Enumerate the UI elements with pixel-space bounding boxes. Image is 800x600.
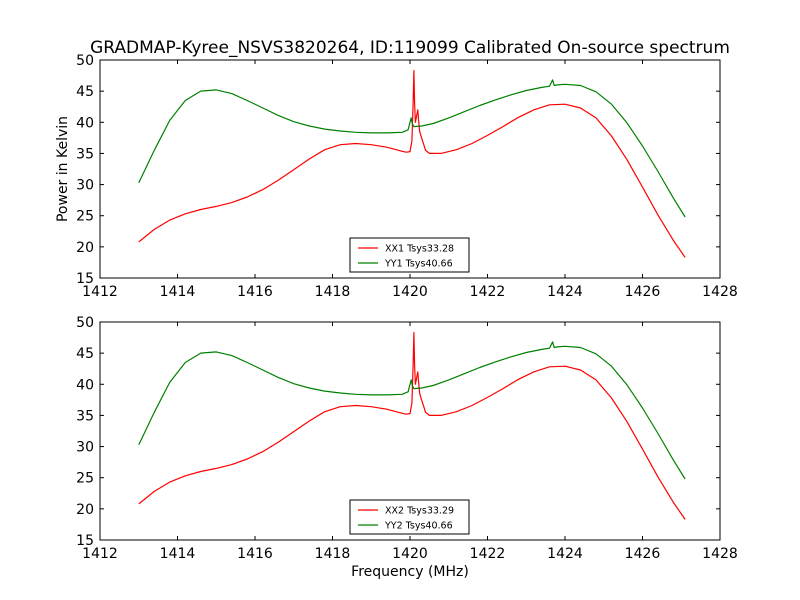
x-tick-label: 1424 (547, 284, 583, 300)
legend-entry-label: XX1 Tsys33.28 (385, 244, 454, 255)
x-tick-label: 1428 (702, 546, 738, 562)
legend: XX1 Tsys33.28 YY1 Tsys40.66 (349, 237, 470, 273)
y-tick-label: 35 (76, 146, 94, 162)
x-tick-label: 1412 (82, 546, 118, 562)
x-tick-label: 1426 (625, 546, 661, 562)
top-panel: 1412 1414 1416 1418 1420 1422 1424 1426 1428 15 20… (55, 53, 738, 300)
series-line-xx (138, 69, 686, 258)
x-tick-label: 1414 (160, 546, 196, 562)
y-tick-label: 20 (76, 502, 94, 518)
x-tick-label: 1418 (315, 284, 351, 300)
x-tick-label: 1420 (392, 546, 428, 562)
y-tick-label: 15 (76, 533, 94, 549)
y-tick-label: 30 (76, 440, 94, 456)
x-tick-label: 1422 (470, 284, 506, 300)
y-tick-label: 45 (76, 84, 94, 100)
legend-entry-label: YY1 Tsys40.66 (384, 259, 453, 270)
x-tick-label: 1424 (547, 546, 583, 562)
y-tick-label: 20 (76, 240, 94, 256)
legend-entry-label: XX2 Tsys33.29 (385, 506, 454, 517)
y-tick-label: 25 (76, 209, 94, 225)
y-tick-label: 45 (76, 346, 94, 362)
x-tick-label: 1420 (392, 284, 428, 300)
figure-title: GRADMAP-Kyree_NSVS3820264, ID:119099 Cal… (90, 38, 730, 58)
series-line-xx (138, 332, 686, 520)
y-tick-label: 40 (76, 115, 94, 131)
y-tick-label: 40 (76, 377, 94, 393)
x-tick-label: 1428 (702, 284, 738, 300)
y-tick-label: 25 (76, 471, 94, 487)
y-tick-label: 50 (76, 53, 94, 69)
y-tick-label: 35 (76, 408, 94, 424)
x-axis-label: Frequency (MHz) (351, 564, 469, 580)
x-tick-label: 1418 (315, 546, 351, 562)
legend-entry-label: YY2 Tsys40.66 (384, 521, 453, 532)
series-line-yy (138, 79, 686, 218)
y-tick-label: 50 (76, 315, 94, 331)
y-tick-label: 30 (76, 178, 94, 194)
x-tick-label: 1416 (237, 546, 273, 562)
x-tick-label: 1422 (470, 546, 506, 562)
y-tick-label: 15 (76, 271, 94, 287)
x-tick-label: 1412 (82, 284, 118, 300)
series-line-yy (138, 341, 686, 480)
y-axis-label: Power in Kelvin (55, 116, 71, 222)
legend-box (349, 499, 470, 535)
x-tick-label: 1416 (237, 284, 273, 300)
bottom-panel: 1412 1414 1416 1418 1420 1422 1424 1426 1428 15 20… (76, 315, 738, 580)
x-tick-label: 1426 (625, 284, 661, 300)
legend-box (349, 237, 470, 273)
x-tick-label: 1414 (160, 284, 196, 300)
legend: XX2 Tsys33.29 YY2 Tsys40.66 (349, 499, 470, 535)
